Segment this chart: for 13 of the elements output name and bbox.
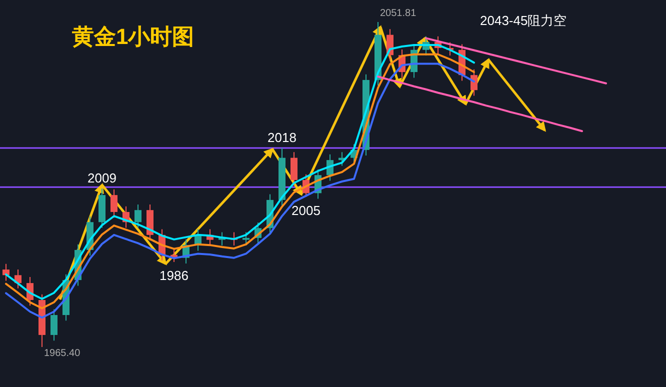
candlestick xyxy=(242,232,250,246)
annotation: 2043-45阻力空 xyxy=(480,13,567,28)
text: 1965.40 xyxy=(44,348,81,359)
text: 2051.81 xyxy=(380,8,417,19)
annotation: 2005 xyxy=(292,202,320,218)
annotation: 1986 xyxy=(160,268,188,283)
annotation: 2018 xyxy=(268,130,296,146)
candlestick xyxy=(470,68,478,96)
candlestick xyxy=(290,152,298,186)
chart-title: 黄金1小时图 xyxy=(71,24,194,49)
candlestick xyxy=(134,204,142,228)
candlestick xyxy=(50,308,58,342)
annotation: 2009 xyxy=(88,170,116,186)
